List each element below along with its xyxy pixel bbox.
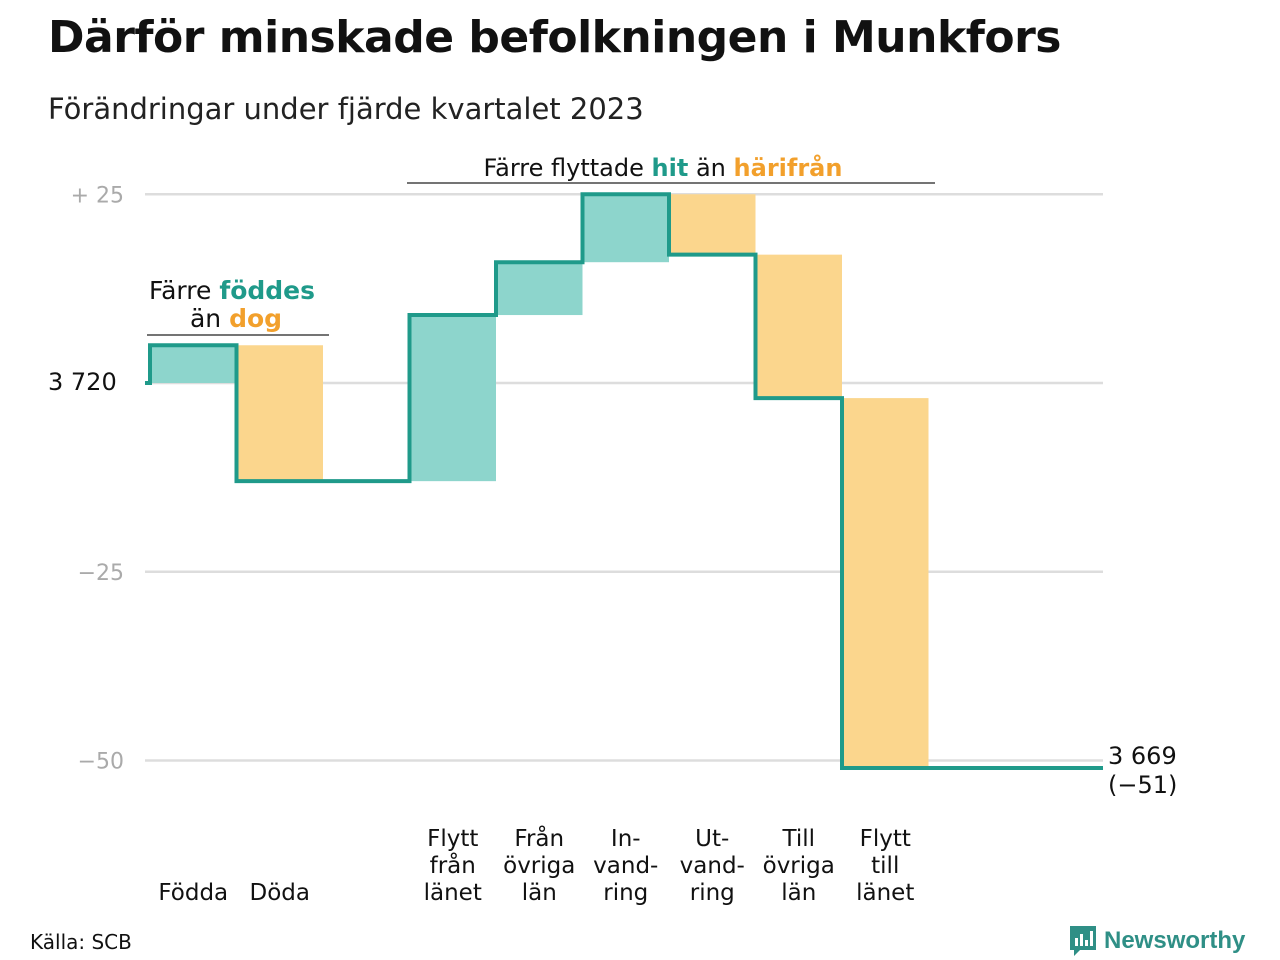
increase-bar [496,262,583,316]
increase-bar [409,315,496,482]
decrease-bar [755,254,842,399]
category-label: Flytt [427,826,478,852]
end-change-label: (−51) [1108,771,1177,799]
step-line-layer [145,192,1103,771]
y-tick-label: + 25 [71,183,124,208]
category-label: Flytt [860,826,911,852]
start-value-label: 3 720 [48,368,117,396]
category-label: Födda [158,880,228,906]
category-label: Ut- [695,826,729,852]
category-label: till [871,853,899,879]
category-label: ring [603,880,648,906]
source-note: Källa: SCB [30,930,132,954]
category-label: länet [856,880,914,906]
category-label: övriga [503,853,575,879]
newsworthy-logo-icon [1070,926,1096,956]
category-label: vand- [680,853,745,879]
y-tick-label: −25 [78,561,124,586]
annotation-text: än [190,304,221,333]
category-label: länet [424,880,482,906]
bar-layer [150,194,929,769]
category-label: från [430,851,476,879]
label-layer: Födda DödaFlyttfrånlänetFrånövrigalänIn-v… [158,824,914,906]
svg-text:Färre flyttade hit: Färre flyttade hit än härifrån [484,153,843,182]
category-label: Döda [250,880,310,906]
decrease-bar [842,398,929,769]
svg-text:Färre föddes: Färre föddes [149,276,315,305]
grid-layer: + 25 −25 −50 [71,183,1103,775]
brand-name: Newsworthy [1104,927,1246,954]
category-label: Från [514,824,564,852]
newsworthy-logo: Newsworthy [1068,924,1245,958]
category-label: vand- [593,853,658,879]
category-label: In- [611,826,641,852]
category-label: län [522,880,557,906]
annotation-highlight-deaths: dog [229,304,282,333]
category-label: övriga [763,853,835,879]
chart-subtitle: Förändringar under fjärde kvartalet 2023 [48,92,644,126]
annotation-text: Färre flyttade [484,154,644,182]
category-label: Till [781,826,815,852]
svg-text:än dog: än dog [190,304,282,333]
increase-bar [582,194,669,263]
annotation-highlight-harifran: härifrån [734,153,843,182]
annotation-migration: Färre flyttade hit än härifrån [407,153,935,184]
decrease-bar [669,194,756,255]
chart-title: Därför minskade befolkningen i Munkfors [48,12,1061,63]
y-tick-label: −50 [78,750,124,775]
annotation-text: än [696,154,726,182]
annotation-highlight-hit: hit [652,154,689,182]
annotation-births-deaths: Färre föddes än dog [147,276,329,336]
category-label: ring [690,880,735,906]
end-value-label: 3 669 [1108,742,1177,770]
annotation-text: Färre [149,276,211,305]
cumulative-step-line [145,192,1103,771]
increase-bar [150,345,237,383]
decrease-bar [236,345,323,482]
category-label: län [781,880,816,906]
annotation-highlight-births: föddes [219,276,315,305]
